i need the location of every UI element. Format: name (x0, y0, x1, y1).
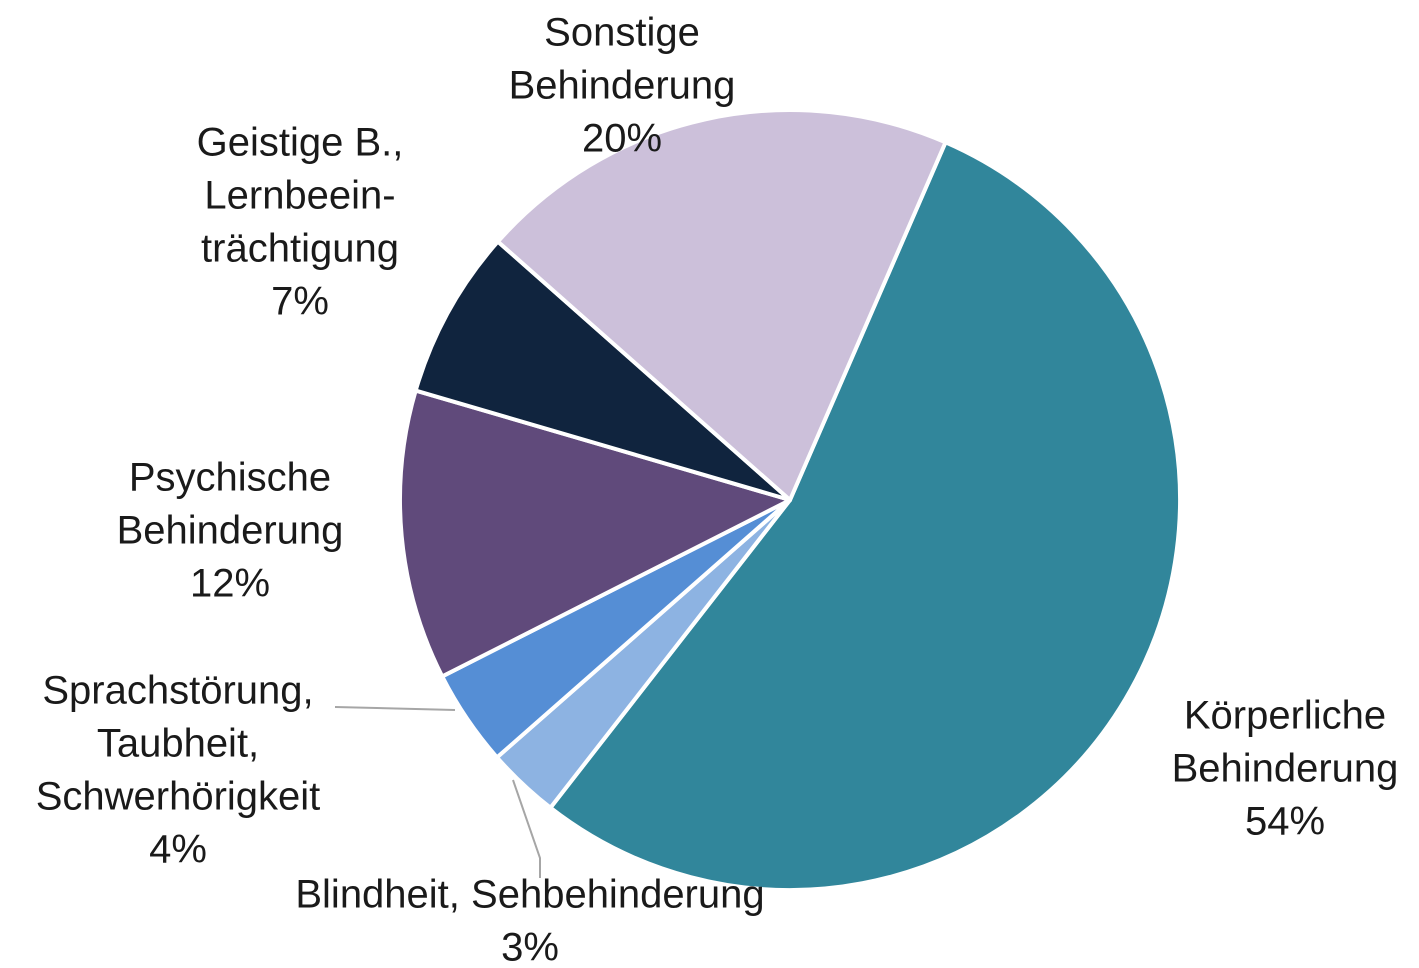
value-label: 4% (149, 828, 207, 872)
value-label: 54% (1245, 800, 1325, 844)
slice-label: trächtigung (201, 227, 399, 271)
slice-label: Schwerhörigkeit (36, 775, 321, 819)
value-label: 12% (190, 562, 270, 606)
leader-line (334, 706, 456, 711)
pie-slice (413, 239, 792, 502)
value-label: 20% (582, 117, 662, 161)
slice-label: Behinderung (509, 64, 736, 108)
slice-label: Körperliche (1184, 694, 1386, 738)
value-label: 3% (501, 926, 559, 968)
pie-slice (495, 108, 948, 502)
slice-label: Geistige B., (197, 121, 404, 165)
pie-slice (398, 388, 792, 679)
slice-label: Lernbeein- (204, 174, 395, 218)
slice-label: Blindheit, Sehbehinderung (295, 873, 764, 917)
pie (398, 108, 1182, 892)
value-label: 7% (271, 280, 329, 324)
pie-slice (548, 140, 1182, 892)
slice-label: Taubheit, (97, 722, 259, 766)
slice-label: Behinderung (117, 509, 344, 553)
leader-line (512, 779, 541, 878)
slice-label: Behinderung (1172, 747, 1399, 791)
slice-label: Psychische (129, 456, 331, 500)
slice-label: Sonstige (544, 11, 700, 55)
slice-label: Sprachstörung, (42, 669, 313, 713)
